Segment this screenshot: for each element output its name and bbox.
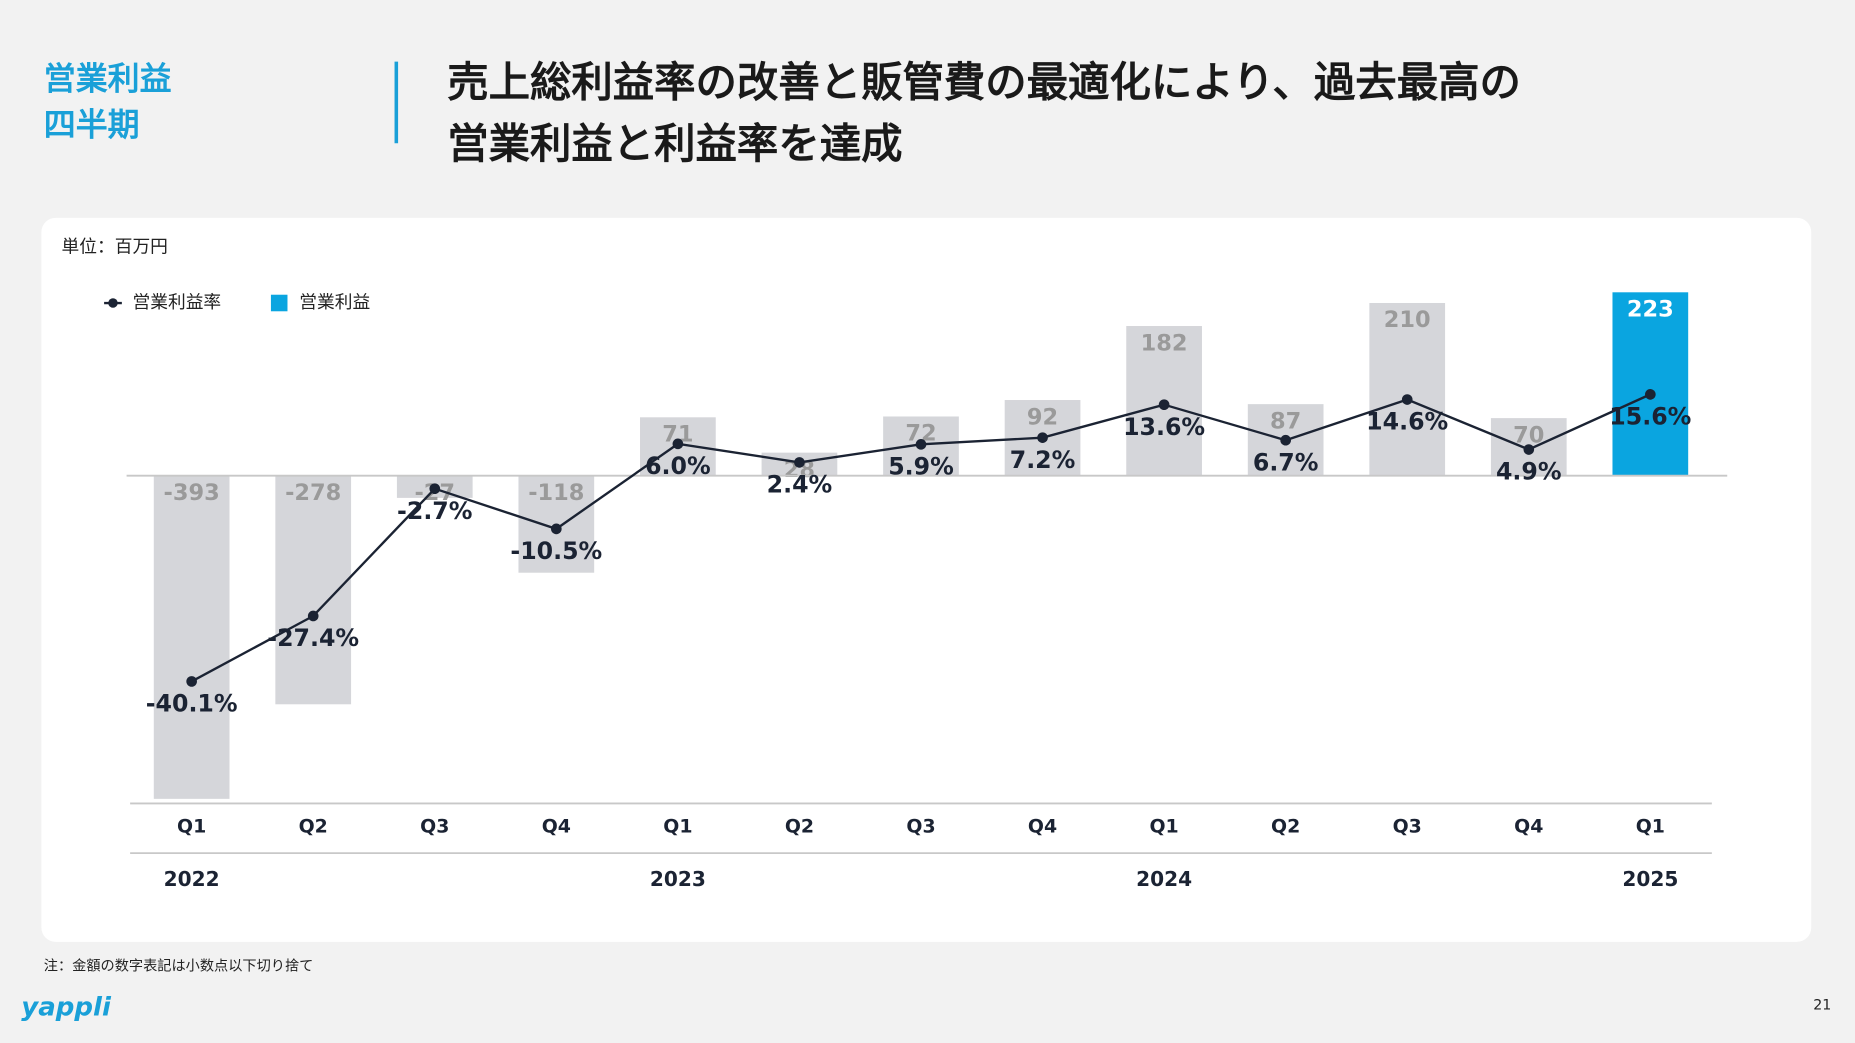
x-tick-label: Q4 (542, 816, 571, 838)
line-point (1037, 432, 1048, 443)
section-label: 四半期 (44, 106, 140, 144)
x-tick-label: Q3 (906, 816, 935, 838)
line-point (186, 676, 197, 687)
bar-label: 87 (1270, 408, 1301, 434)
line-label: -10.5% (510, 537, 602, 565)
x-tick-label: Q2 (785, 816, 814, 838)
line-point (307, 610, 319, 622)
line-label: -27.4% (267, 624, 359, 652)
x-tick-label: Q3 (420, 816, 449, 838)
bar-label: 223 (1627, 297, 1674, 323)
year-label: 2025 (1622, 867, 1678, 891)
bar-label: -118 (528, 480, 584, 506)
line-point (1280, 434, 1291, 446)
line-label: 6.7% (1253, 448, 1319, 476)
bar-label: -393 (164, 480, 220, 506)
footnote: 注：金額の数字表記は小数点以下切り捨て (44, 958, 314, 975)
slide-title: 売上総利益率の改善と販管費の最適化により、過去最高の (447, 58, 1521, 106)
page-number: 21 (1813, 998, 1831, 1014)
line-point (1158, 399, 1170, 410)
bar-label: 182 (1141, 330, 1188, 356)
bar-label: -278 (285, 480, 341, 506)
bar-label: 92 (1027, 404, 1058, 430)
line-point (1401, 394, 1413, 405)
line-point (550, 523, 562, 535)
bar (1369, 302, 1446, 476)
bar (1612, 292, 1689, 476)
line-point (915, 439, 927, 450)
unit-note: 単位：百万円 (62, 236, 168, 257)
section-label: 営業利益 (44, 60, 172, 98)
line-point (672, 438, 684, 450)
chart-card (41, 217, 1812, 942)
line-label: 15.6% (1609, 403, 1691, 431)
line-label: 2.4% (767, 471, 833, 499)
line-label: 4.9% (1496, 458, 1562, 486)
x-tick-label: Q1 (1149, 816, 1178, 838)
bar (275, 475, 352, 705)
legend-swatch (270, 294, 288, 312)
year-label: 2024 (1136, 867, 1192, 891)
x-tick-label: Q4 (1514, 816, 1543, 838)
x-tick-label: Q3 (1393, 816, 1422, 838)
line-label: 13.6% (1123, 413, 1205, 441)
x-tick-label: Q1 (1636, 816, 1665, 838)
x-tick-label: Q2 (1271, 816, 1300, 838)
bar (153, 475, 230, 799)
line-label: 5.9% (888, 453, 954, 481)
slide-title: 営業利益と利益率を達成 (447, 120, 902, 168)
line-label: 6.0% (645, 452, 711, 480)
line-point (1523, 444, 1535, 455)
line-label: -2.7% (397, 497, 472, 525)
legend-marker (108, 298, 118, 308)
line-label: 7.2% (1010, 446, 1076, 474)
legend-label: 営業利益率 (133, 292, 222, 313)
plot: 営業利益率営業利益-393-278-27-1187128729218287210… (104, 292, 1728, 891)
year-label: 2022 (164, 867, 220, 891)
line-label: 14.6% (1366, 408, 1448, 436)
x-tick-label: Q4 (1028, 816, 1057, 838)
line-label: -40.1% (146, 690, 238, 718)
x-tick-label: Q1 (663, 816, 692, 838)
year-label: 2023 (650, 867, 706, 891)
line-point (1645, 389, 1656, 400)
x-tick-label: Q1 (177, 816, 206, 838)
logo: yappli (21, 993, 112, 1023)
legend-label: 営業利益 (299, 292, 370, 313)
line-point (794, 457, 805, 468)
x-tick-label: Q2 (299, 816, 328, 838)
bar-label: 210 (1384, 307, 1431, 333)
line-point (429, 483, 441, 495)
